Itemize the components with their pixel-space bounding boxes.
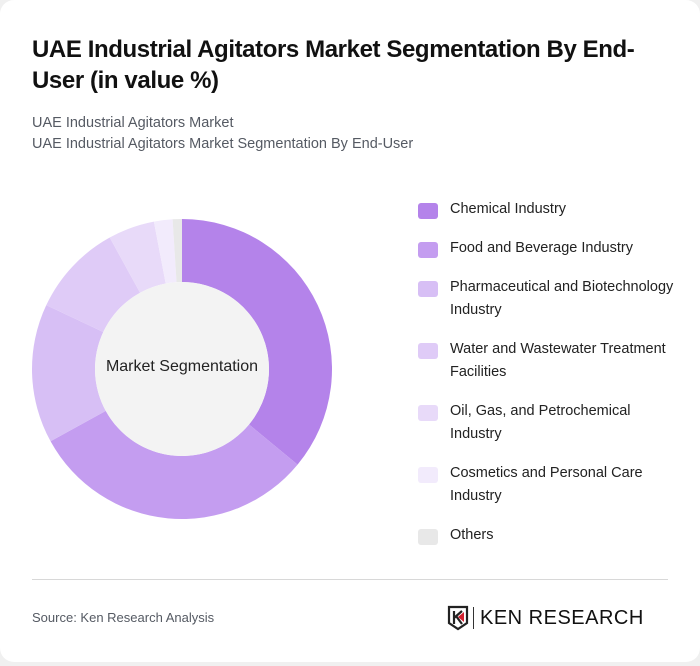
legend-swatch xyxy=(418,467,438,483)
legend-swatch xyxy=(418,281,438,297)
logo-text: KEN RESEARCH xyxy=(480,606,644,629)
legend-swatch xyxy=(418,529,438,545)
legend-label: Chemical Industry xyxy=(450,201,567,217)
legend-label: Oil, Gas, and Petrochemical Industry xyxy=(450,403,631,442)
legend-item: Others xyxy=(418,524,678,547)
legend-label: Food and Beverage Industry xyxy=(450,240,633,256)
donut-chart xyxy=(32,219,333,519)
donut-slice xyxy=(172,219,182,283)
donut-hole xyxy=(95,282,269,456)
subtitle-line-2: UAE Industrial Agitators Market Segmenta… xyxy=(32,136,414,152)
chart-subtitle: UAE Industrial Agitators Market UAE Indu… xyxy=(32,113,413,155)
subtitle-line-1: UAE Industrial Agitators Market xyxy=(32,115,234,131)
legend-swatch xyxy=(418,405,438,421)
legend-item: Oil, Gas, and Petrochemical Industry xyxy=(418,400,678,446)
legend: Chemical Industry Food and Beverage Indus… xyxy=(418,198,678,563)
ken-research-logo: KEN RESEARCH xyxy=(447,604,644,632)
donut-slice xyxy=(182,219,333,465)
donut-slice xyxy=(109,221,166,293)
ken-logo-icon xyxy=(447,605,469,631)
donut-slice xyxy=(46,237,141,332)
donut-slice xyxy=(32,305,106,442)
footer-divider xyxy=(32,579,668,580)
donut-slice xyxy=(153,219,177,284)
donut-slice xyxy=(50,410,298,519)
legend-item: Pharmaceutical and Biotechnology Industr… xyxy=(418,276,678,322)
legend-item: Water and Wastewater Treatment Facilitie… xyxy=(418,338,678,384)
logo-separator xyxy=(473,607,474,629)
legend-label: Water and Wastewater Treatment Facilitie… xyxy=(450,341,666,380)
legend-swatch xyxy=(418,242,438,258)
donut-center-label: Market Segmentation xyxy=(105,358,259,375)
legend-swatch xyxy=(418,203,438,219)
chart-title: UAE Industrial Agitators Market Segmenta… xyxy=(32,36,635,94)
legend-item: Chemical Industry xyxy=(418,198,678,221)
legend-label: Others xyxy=(450,527,494,543)
legend-swatch xyxy=(418,343,438,359)
legend-item: Cosmetics and Personal Care Industry xyxy=(418,462,678,508)
source-text: Source: Ken Research Analysis xyxy=(32,610,215,625)
legend-label: Cosmetics and Personal Care Industry xyxy=(450,465,643,504)
legend-label: Pharmaceutical and Biotechnology Industr… xyxy=(450,279,674,318)
legend-item: Food and Beverage Industry xyxy=(418,237,678,260)
